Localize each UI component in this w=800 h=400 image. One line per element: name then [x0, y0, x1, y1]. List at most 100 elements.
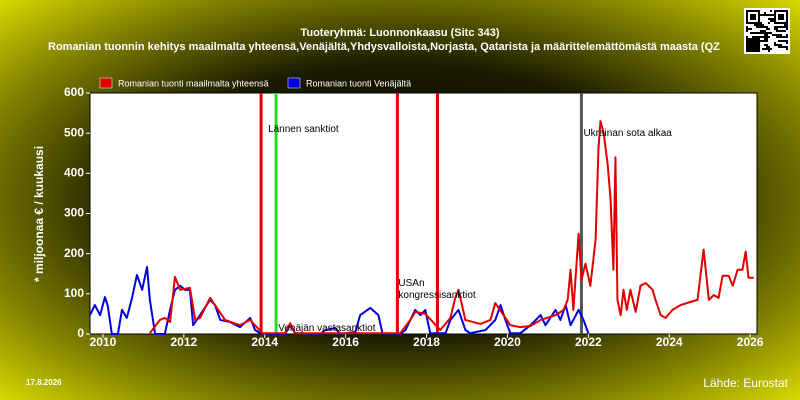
qr-cell: [760, 40, 762, 42]
qr-cell: [786, 12, 788, 14]
qr-cell: [784, 10, 786, 12]
y-tick-label: 100: [64, 286, 84, 300]
qr-cell: [772, 14, 774, 16]
qr-cell: [760, 36, 762, 38]
qr-cell: [786, 48, 788, 50]
qr-cell: [784, 36, 786, 38]
qr-cell: [780, 16, 782, 18]
qr-cell: [752, 44, 754, 46]
qr-cell: [786, 40, 788, 42]
qr-cell: [778, 26, 780, 28]
qr-cell: [750, 18, 752, 20]
qr-cell: [780, 14, 782, 16]
qr-cell: [752, 32, 754, 34]
qr-cell: [786, 14, 788, 16]
qr-cell: [750, 10, 752, 12]
qr-cell: [758, 40, 760, 42]
qr-cell: [756, 38, 758, 40]
qr-cell: [748, 38, 750, 40]
qr-cell: [782, 22, 784, 24]
qr-cell: [746, 14, 748, 16]
qr-cell: [786, 22, 788, 24]
qr-cell: [758, 24, 760, 26]
qr-cell: [762, 48, 764, 50]
qr-cell: [782, 30, 784, 32]
qr-cell: [770, 14, 772, 16]
qr-cell: [784, 22, 786, 24]
qr-cell: [780, 44, 782, 46]
qr-cell: [762, 26, 764, 28]
qr-cell: [770, 20, 772, 22]
legend-swatch: [99, 77, 113, 89]
qr-cell: [780, 36, 782, 38]
qr-cell: [774, 42, 776, 44]
qr-cell: [746, 10, 748, 12]
legend-label: Romanian tuonti maailmalta yhteensä: [118, 78, 269, 88]
qr-cell: [768, 48, 770, 50]
qr-cell: [780, 26, 782, 28]
qr-cell: [746, 18, 748, 20]
qr-cell: [760, 22, 762, 24]
qr-cell: [758, 14, 760, 16]
qr-cell: [768, 50, 770, 52]
qr-cell: [758, 16, 760, 18]
qr-cell: [748, 46, 750, 48]
qr-cell: [782, 18, 784, 20]
qr-cell: [764, 44, 766, 46]
qr-cell: [752, 16, 754, 18]
qr-cell: [756, 26, 758, 28]
annotation: Venäjän vastasanktiot: [278, 322, 376, 334]
qr-cell: [758, 22, 760, 24]
qr-cell: [772, 34, 774, 36]
x-tick-label: 2012: [170, 335, 197, 349]
qr-cell: [758, 50, 760, 52]
qr-cell: [778, 30, 780, 32]
qr-cell: [754, 42, 756, 44]
qr-cell: [784, 24, 786, 26]
qr-cell: [758, 48, 760, 50]
x-tick-label: 2026: [737, 335, 764, 349]
qr-cell: [756, 24, 758, 26]
qr-cell: [760, 32, 762, 34]
qr-cell: [750, 22, 752, 24]
qr-cell: [760, 30, 762, 32]
qr-cell: [758, 36, 760, 38]
qr-cell: [764, 32, 766, 34]
qr-cell: [756, 48, 758, 50]
qr-cell: [768, 46, 770, 48]
qr-cell: [750, 40, 752, 42]
qr-cell: [748, 44, 750, 46]
series-line: [89, 265, 590, 335]
qr-cell: [754, 44, 756, 46]
qr-cell: [758, 10, 760, 12]
qr-cell: [750, 46, 752, 48]
chart-subtitle: Romanian tuonnin kehitys maailmalta yhte…: [48, 41, 720, 53]
qr-cell: [750, 42, 752, 44]
qr-cell: [774, 28, 776, 30]
qr-cell: [774, 22, 776, 24]
qr-cell: [768, 28, 770, 30]
qr-cell: [746, 26, 748, 28]
y-tick-label: 500: [64, 125, 84, 139]
qr-cell: [762, 30, 764, 32]
qr-cell: [766, 26, 768, 28]
qr-cell: [752, 22, 754, 24]
qr-cell: [748, 40, 750, 42]
qr-cell: [762, 36, 764, 38]
qr-cell: [750, 48, 752, 50]
qr-cell: [746, 36, 748, 38]
qr-cell: [774, 12, 776, 14]
qr-cell: [764, 38, 766, 40]
source: Lähde: Eurostat: [703, 376, 788, 390]
qr-cell: [758, 18, 760, 20]
qr-cell: [750, 44, 752, 46]
qr-cell: [786, 36, 788, 38]
qr-cell: [752, 14, 754, 16]
x-tick-label: 2016: [332, 335, 359, 349]
qr-cell: [776, 30, 778, 32]
qr-cell: [764, 36, 766, 38]
qr-cell: [752, 10, 754, 12]
qr-cell: [774, 44, 776, 46]
